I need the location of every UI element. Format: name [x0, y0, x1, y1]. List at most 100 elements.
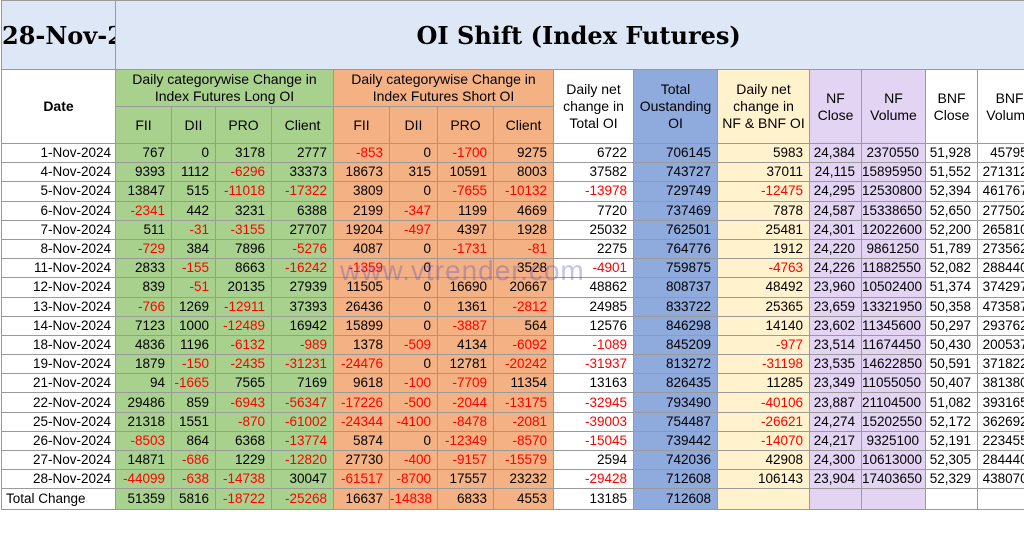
value-cell: -6296 [215, 162, 272, 183]
table-row: 6-Nov-2024 -2341 442 3231 6388 2199 -347 1199 46… [1, 200, 1024, 221]
date-cell: 1-Nov-2024 [1, 142, 116, 164]
date-cell: 5-Nov-2024 [1, 181, 116, 202]
value-cell: 52,172 [925, 411, 978, 432]
date-cell: 7-Nov-2024 [1, 219, 116, 240]
value-cell: -8503 [115, 430, 172, 452]
value-cell: 762501 [633, 219, 718, 240]
value-cell: 11882550 [861, 258, 926, 279]
value-cell: -17322 [271, 181, 334, 202]
value-cell: 51359 [115, 488, 172, 511]
value-cell: -14838 [389, 488, 438, 511]
value-cell: 1229 [215, 449, 272, 471]
value-cell: 42908 [717, 449, 810, 471]
value-cell: -497 [389, 219, 438, 240]
value-cell: -8478 [437, 411, 494, 432]
value-cell: 3931650 [976, 392, 1024, 413]
nf-bnf-change-header: Daily net change in NF & BNF OI [717, 69, 810, 144]
value-cell: 2735625 [976, 238, 1024, 260]
value-cell: 16637 [333, 488, 390, 511]
value-cell: 24,226 [809, 258, 862, 279]
value-cell: -6943 [215, 392, 272, 413]
short-oi-group-header: Daily categorywise Change in Index Futur… [333, 69, 554, 107]
value-cell: 14140 [717, 315, 810, 336]
value-cell: -500 [389, 392, 438, 413]
value-cell: -2044 [437, 392, 494, 413]
value-cell: 4669 [493, 200, 554, 221]
value-cell: 21318 [115, 411, 172, 432]
value-cell: 12781 [437, 354, 494, 375]
date-cell: 14-Nov-2024 [1, 315, 116, 336]
value-cell: 3742975 [976, 277, 1024, 298]
value-cell: 1551 [171, 411, 216, 432]
value-cell: 2199 [333, 200, 390, 221]
table-row: 19-Nov-2024 1879 -150 -2435 -31231 -24476 0 127… [1, 354, 1024, 375]
value-cell: -11018 [215, 181, 272, 202]
value-cell: -977 [717, 334, 810, 356]
long-oi-group-header: Daily categorywise Change in Index Futur… [115, 69, 334, 107]
value-cell: -31198 [717, 354, 810, 375]
table-row: 13-Nov-2024 -766 1269 -12911 37393 26436 0 1361… [1, 296, 1024, 317]
value-cell: 24,115 [809, 162, 862, 183]
value-cell: 2884400 [976, 258, 1024, 279]
value-cell: -509 [389, 334, 438, 356]
value-cell: 754487 [633, 411, 718, 432]
value-cell: 3809 [333, 181, 390, 202]
value-cell: 0 [389, 296, 438, 317]
value-cell: -100 [389, 373, 438, 394]
value-cell [717, 488, 810, 511]
value-cell: 9618 [333, 373, 390, 394]
value-cell: -20242 [493, 354, 554, 375]
value-cell: 51,552 [925, 162, 978, 183]
value-cell: -26621 [717, 411, 810, 432]
table-body: 1-Nov-2024 767 0 3178 2777 -853 0 -1700 9275 6722… [1, 142, 1024, 511]
value-cell: -17226 [333, 392, 390, 413]
value-cell: 3528 [493, 258, 554, 279]
value-cell: 0 [389, 277, 438, 298]
col-date-header: Date [1, 69, 116, 144]
table-row: 27-Nov-2024 14871 -686 1229 -12820 27730 -400-… [1, 449, 1024, 471]
value-cell: -2812 [493, 296, 554, 317]
value-cell: 33373 [271, 162, 334, 183]
value-cell: 9325100 [861, 430, 926, 452]
value-cell: -6092 [493, 334, 554, 356]
value-cell: -15045 [553, 430, 634, 452]
value-cell: -31 [171, 219, 216, 240]
value-cell: 1912 [717, 238, 810, 260]
value-cell: 7878 [717, 200, 810, 221]
value-cell: 511 [115, 219, 172, 240]
table-row: 5-Nov-2024 13847 515 -11018 -17322 3809 0 -7655… [1, 181, 1024, 202]
value-cell: 2234550 [976, 430, 1024, 452]
value-cell: 839 [115, 277, 172, 298]
value-cell: 24,300 [809, 449, 862, 471]
value-cell: 17557 [437, 469, 494, 490]
value-cell: 4553 [493, 488, 554, 511]
value-cell: 739442 [633, 430, 718, 452]
value-cell: 3178 [215, 142, 272, 164]
value-cell: 11354 [493, 373, 554, 394]
value-cell: 50,591 [925, 354, 978, 375]
value-cell: -870 [215, 411, 272, 432]
value-cell: 743727 [633, 162, 718, 183]
value-cell: -729 [115, 238, 172, 260]
value-cell: -155 [171, 258, 216, 279]
value-cell: 859 [171, 392, 216, 413]
value-cell: -4901 [553, 258, 634, 279]
value-cell: 11345600 [861, 315, 926, 336]
value-cell: 24,220 [809, 238, 862, 260]
table-row: 22-Nov-2024 29486 859 -6943 -56347 -17226 -500… [1, 392, 1024, 413]
value-cell: -13978 [553, 181, 634, 202]
value-cell: 94 [115, 373, 172, 394]
value-cell: 9275 [493, 142, 554, 164]
value-cell: 759875 [633, 258, 718, 279]
value-cell: -3155 [215, 219, 272, 240]
value-cell: -12349 [437, 430, 494, 452]
value-cell: -51 [171, 277, 216, 298]
value-cell: 23,960 [809, 277, 862, 298]
value-cell: -61002 [271, 411, 334, 432]
value-cell: -15579 [493, 449, 554, 471]
value-cell: 1378 [333, 334, 390, 356]
value-cell: 37582 [553, 162, 634, 183]
value-cell: 2658100 [976, 219, 1024, 240]
report-date: 28-Nov-2024 [1, 0, 116, 70]
value-cell: 14622850 [861, 354, 926, 375]
